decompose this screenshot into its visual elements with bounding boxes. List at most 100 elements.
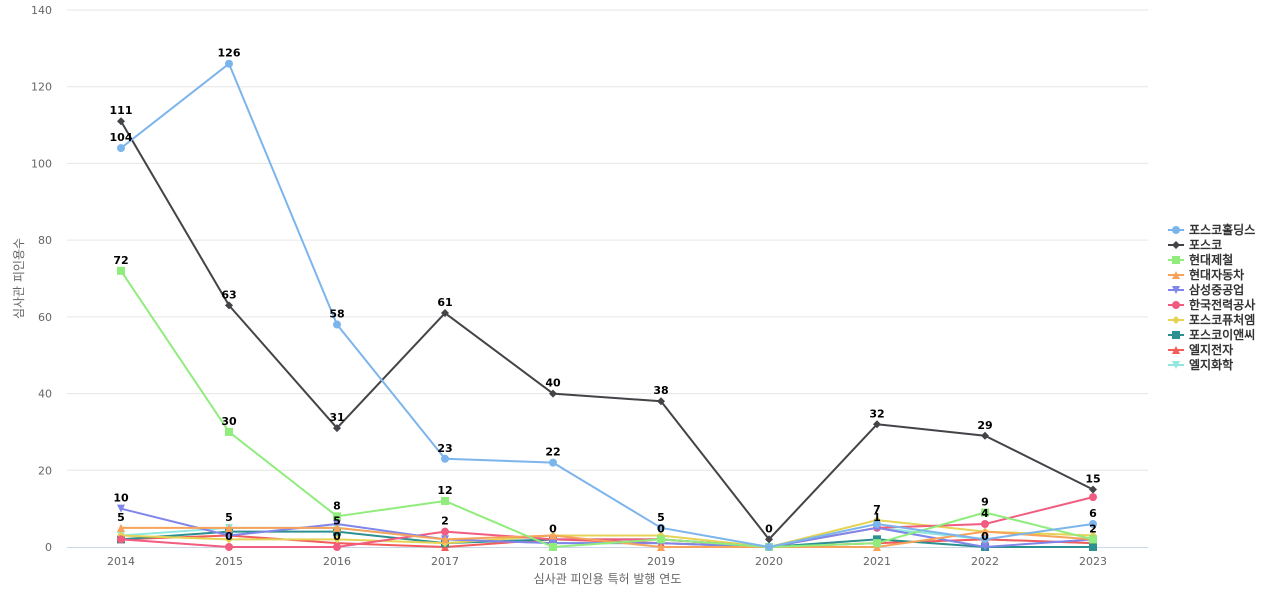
data-label: 5 <box>657 511 665 524</box>
legend-item: 포스코 <box>1168 238 1222 252</box>
data-point <box>117 535 125 544</box>
legend-marker <box>1172 271 1180 279</box>
legend-item: 한국전력공사 <box>1168 297 1255 312</box>
legend-marker <box>1172 331 1180 339</box>
data-point <box>117 504 125 513</box>
data-point <box>333 424 341 433</box>
data-label: 23 <box>437 442 452 455</box>
series-layer <box>117 59 1097 551</box>
series-line <box>120 270 1094 548</box>
data-point <box>765 535 773 544</box>
data-point <box>117 523 125 532</box>
data-point <box>333 543 341 551</box>
legend-label: 현대자동차 <box>1189 267 1244 282</box>
data-label: 0 <box>657 522 665 535</box>
data-label: 0 <box>765 522 773 535</box>
data-point <box>1089 519 1097 528</box>
x-tick-label: 2018 <box>539 555 567 568</box>
legend-label: 한국전력공사 <box>1189 297 1255 312</box>
series-line <box>120 120 1094 541</box>
legend-item: 포스코퓨처엠 <box>1168 312 1255 327</box>
legend-item: 삼성중공업 <box>1168 282 1244 297</box>
x-tick-label: 2021 <box>863 555 891 568</box>
x-tick-label: 2022 <box>971 555 999 568</box>
legend-label: 포스코홀딩스 <box>1189 222 1255 237</box>
data-point <box>441 454 449 463</box>
data-label: 0 <box>549 522 557 535</box>
data-point <box>1089 543 1097 551</box>
legend-item: 현대제철 <box>1168 252 1233 267</box>
legend-label: 포스코퓨처엠 <box>1189 312 1255 327</box>
data-point <box>549 458 557 467</box>
data-point <box>333 512 341 521</box>
legend-marker <box>1172 286 1180 294</box>
data-point <box>117 144 125 153</box>
series-1 <box>117 59 1097 551</box>
data-point <box>981 508 989 517</box>
data-label: 61 <box>437 296 452 309</box>
data-label: 9 <box>981 495 989 508</box>
data-label: 5 <box>333 515 341 528</box>
legend: 포스코홀딩스포스코현대제철현대자동차삼성중공업한국전력공사포스코퓨처엠포스코이앤… <box>1168 222 1255 372</box>
x-axis-title: 심사관 피인용 특허 발행 연도 <box>534 571 682 586</box>
data-point <box>225 59 233 68</box>
grid-lines <box>67 9 1148 471</box>
series-line <box>121 526 1094 548</box>
series-line <box>120 496 1094 548</box>
data-point <box>981 535 989 544</box>
data-label: 30 <box>221 415 237 428</box>
legend-item: 엘지화학 <box>1168 357 1233 372</box>
data-label: 22 <box>545 446 560 459</box>
legend-label: 삼성중공업 <box>1189 282 1244 297</box>
data-point <box>873 519 881 528</box>
data-label: 72 <box>113 254 128 267</box>
data-point <box>1089 535 1097 544</box>
x-tick-label: 2019 <box>647 555 675 568</box>
x-tick-label: 2023 <box>1079 555 1107 568</box>
data-point <box>981 527 989 536</box>
y-tick-label: 80 <box>38 234 52 247</box>
data-point <box>657 397 665 406</box>
y-axis-ticks: 0 20 40 60 80 100 120 140 <box>31 4 52 554</box>
series-2 <box>117 117 1097 544</box>
data-point <box>225 301 233 310</box>
y-tick-label: 60 <box>38 311 52 324</box>
data-label: 5 <box>225 511 233 524</box>
data-point <box>549 531 557 540</box>
data-label: 2 <box>1089 522 1097 535</box>
y-tick-label: 140 <box>31 4 52 17</box>
data-point <box>117 117 125 126</box>
data-label: 32 <box>869 407 884 420</box>
legend-marker <box>1172 256 1180 264</box>
legend-marker <box>1172 316 1180 324</box>
legend-label: 포스코 <box>1189 238 1222 252</box>
data-label: 104 <box>110 131 133 144</box>
y-axis-title: 심사관 피인용수 <box>12 238 26 319</box>
y-tick-label: 120 <box>31 81 52 94</box>
x-tick-label: 2017 <box>431 555 459 568</box>
data-point <box>333 535 341 544</box>
data-point <box>225 531 233 540</box>
data-label: 0 <box>225 530 233 543</box>
data-point <box>441 527 449 536</box>
data-label: 4 <box>981 507 989 520</box>
data-label: 15 <box>1085 472 1100 485</box>
data-point <box>441 309 449 318</box>
data-point <box>441 535 449 544</box>
data-label: 5 <box>117 511 125 524</box>
data-point <box>1089 485 1097 494</box>
legend-item: 포스코이앤씨 <box>1168 327 1255 342</box>
y-tick-label: 20 <box>38 464 52 477</box>
data-point <box>117 266 125 275</box>
legend-marker <box>1172 346 1180 354</box>
data-point <box>225 523 233 532</box>
data-label: 111 <box>110 104 133 117</box>
data-label: 0 <box>333 530 341 543</box>
data-point <box>225 543 233 551</box>
data-label: 126 <box>218 47 241 60</box>
data-point <box>549 543 557 551</box>
data-point <box>657 535 665 544</box>
